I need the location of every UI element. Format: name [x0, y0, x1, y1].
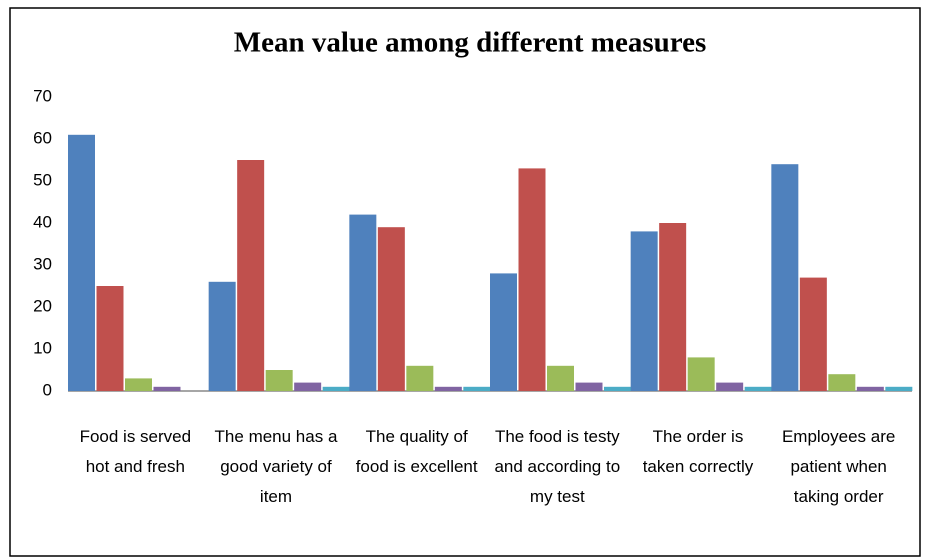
x-tick-label: Employees are patient when taking order	[781, 427, 896, 506]
bar	[322, 386, 350, 391]
y-tick-label: 20	[33, 296, 52, 315]
bar	[265, 370, 293, 391]
bar	[885, 386, 913, 391]
bar	[490, 273, 517, 391]
bar	[659, 223, 687, 391]
bar	[406, 365, 434, 391]
x-tick-label: Food is served hot and fresh	[79, 427, 192, 476]
frame	[9, 7, 921, 557]
bar	[237, 160, 265, 391]
bar	[68, 134, 95, 392]
bar	[575, 382, 603, 391]
y-tick-label: 10	[33, 338, 52, 357]
bar	[630, 231, 658, 391]
x-tick-label: The food is testy and according to my te…	[494, 427, 621, 506]
y-tick-label: 0	[43, 380, 52, 399]
y-tick-label: 60	[33, 128, 52, 147]
bar	[687, 357, 715, 391]
bar	[463, 386, 491, 391]
bar	[771, 164, 799, 391]
chart-title: Mean value among different measures	[234, 27, 707, 59]
x-tick-label: The order is taken correctly	[642, 427, 754, 476]
bar	[208, 281, 236, 391]
bar	[434, 386, 462, 391]
x-tick-label: The menu has a good variety of item	[214, 427, 338, 506]
bar	[604, 386, 631, 391]
bar	[518, 168, 546, 391]
bar	[547, 365, 574, 391]
bar	[799, 277, 827, 391]
bar	[716, 382, 744, 391]
y-tick-label: 50	[33, 170, 52, 189]
y-tick-label: 30	[33, 254, 52, 273]
y-tick-label: 70	[33, 86, 52, 105]
bar	[125, 378, 152, 391]
bar	[349, 214, 377, 391]
bar	[377, 227, 405, 391]
bar	[96, 286, 124, 391]
bar	[153, 386, 181, 391]
bar	[828, 374, 856, 391]
x-tick-label: The quality of food is excellent	[355, 427, 478, 476]
bar	[294, 382, 322, 391]
bar	[856, 386, 884, 391]
y-tick-label: 40	[33, 212, 52, 231]
bar	[744, 386, 772, 391]
